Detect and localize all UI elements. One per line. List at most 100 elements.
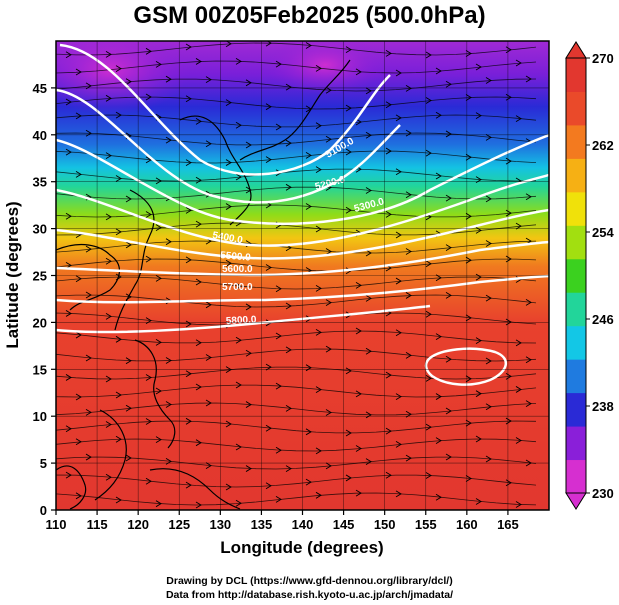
colorbar: 230 238 246 254 262 270 [565,41,614,510]
wind-arrow [325,248,332,255]
contour-label-5500: 5500.0 [220,250,252,264]
wind-arrow [265,264,272,271]
credit-data: Data from http://database.rish.kyoto-u.a… [165,589,454,601]
wind-arrow [345,46,352,53]
wind-arrow [225,99,232,106]
wind-arrow [115,335,122,343]
colorbar-max-arrow [565,41,587,59]
wind-arrow [125,78,132,86]
wind-arrow [485,195,492,203]
wind-arrow [325,86,332,94]
colorbar-min-arrow [565,492,587,510]
x-tick-label: 160 [456,517,478,532]
wind-arrow [225,159,232,166]
wind-arrow [315,166,322,173]
wind-arrow [425,472,432,479]
wind-arrow [325,409,332,416]
wind-arrow [75,438,82,446]
wind-arrow [365,131,372,139]
wind-arrow [425,149,432,157]
wind-arrow [145,156,152,164]
wind-arrow [515,59,522,67]
wind-arrow [515,386,522,393]
wind-arrow [445,407,452,415]
wind-arrow [395,168,402,176]
wind-arrow [405,351,412,359]
wind-arrow [475,63,482,71]
wind-arrow [165,458,172,465]
wind-arrow [305,42,312,49]
wind-arrow [435,393,442,400]
streamline [56,348,537,362]
wind-arrow [195,176,202,184]
wind-arrow [325,299,332,306]
wind-arrow [435,333,442,340]
wind-arrow [445,80,452,88]
wind-arrow [65,471,72,479]
wind-arrow [225,483,232,491]
wind-arrow [485,133,492,141]
wind-arrow [65,148,72,156]
wind-arrow [145,255,152,263]
wind-arrow [475,390,482,398]
wind-arrow [365,87,372,95]
wind-arrow [485,294,492,302]
wind-arrow [165,136,172,144]
plot-area: 5100.0 5200.0 5300.0 5400.0 5500.0 5600.… [56,41,549,510]
colorbar-tick-label: 262 [592,138,614,153]
wind-arrow [425,97,432,104]
wind-arrow [235,121,242,129]
wind-arrow [515,339,522,347]
wind-arrow [395,114,402,122]
wind-arrow [105,152,112,160]
wind-arrow [185,43,192,51]
x-tick-label: 140 [292,517,314,532]
wind-arrow [475,273,482,281]
wind-arrow [355,118,362,126]
contour-label-5700: 5700.0 [222,282,253,293]
streamline [56,204,537,218]
streamline [56,114,537,128]
colorbar-tick-label: 254 [592,225,614,240]
wind-arrow [145,93,152,101]
wind-arrow [365,411,372,419]
wind-arrow [465,314,472,322]
colorbar-tick-label: 270 [592,51,614,66]
wind-arrow [305,478,312,486]
wind-arrow [205,301,212,309]
wind-arrow [235,282,242,290]
wind-arrow [105,421,112,428]
wind-arrow [325,462,332,470]
colorbar-tick-label: 230 [592,486,614,501]
wind-arrow [345,367,352,375]
wind-arrow [225,41,232,48]
wind-arrow [475,112,482,119]
streamline [56,438,537,452]
y-tick-label: 30 [33,222,47,237]
contour-label-5800: 5800.0 [226,314,258,327]
wind-arrow [245,79,252,87]
colorbar-segment [566,124,586,159]
streamline [56,96,537,110]
wind-arrow [115,496,122,504]
wind-arrow [475,498,482,505]
wind-arrow [285,183,292,191]
wind-arrow [325,135,332,143]
wind-arrow [275,446,282,454]
wind-arrow [445,291,452,299]
wind-arrow [205,76,212,84]
wind-arrow [395,69,402,77]
streamline [56,60,537,74]
wind-arrow [485,77,492,84]
wind-arrow [305,428,312,436]
wind-arrow [525,356,532,364]
wind-arrow [315,328,322,336]
wind-arrow [365,294,372,302]
streamline [56,384,537,398]
wind-arrow [185,159,192,167]
colorbar-segment [566,225,586,260]
wind-arrow [115,65,122,72]
wind-arrow [345,148,352,156]
wind-arrow [265,156,272,164]
wind-arrow [435,493,442,501]
